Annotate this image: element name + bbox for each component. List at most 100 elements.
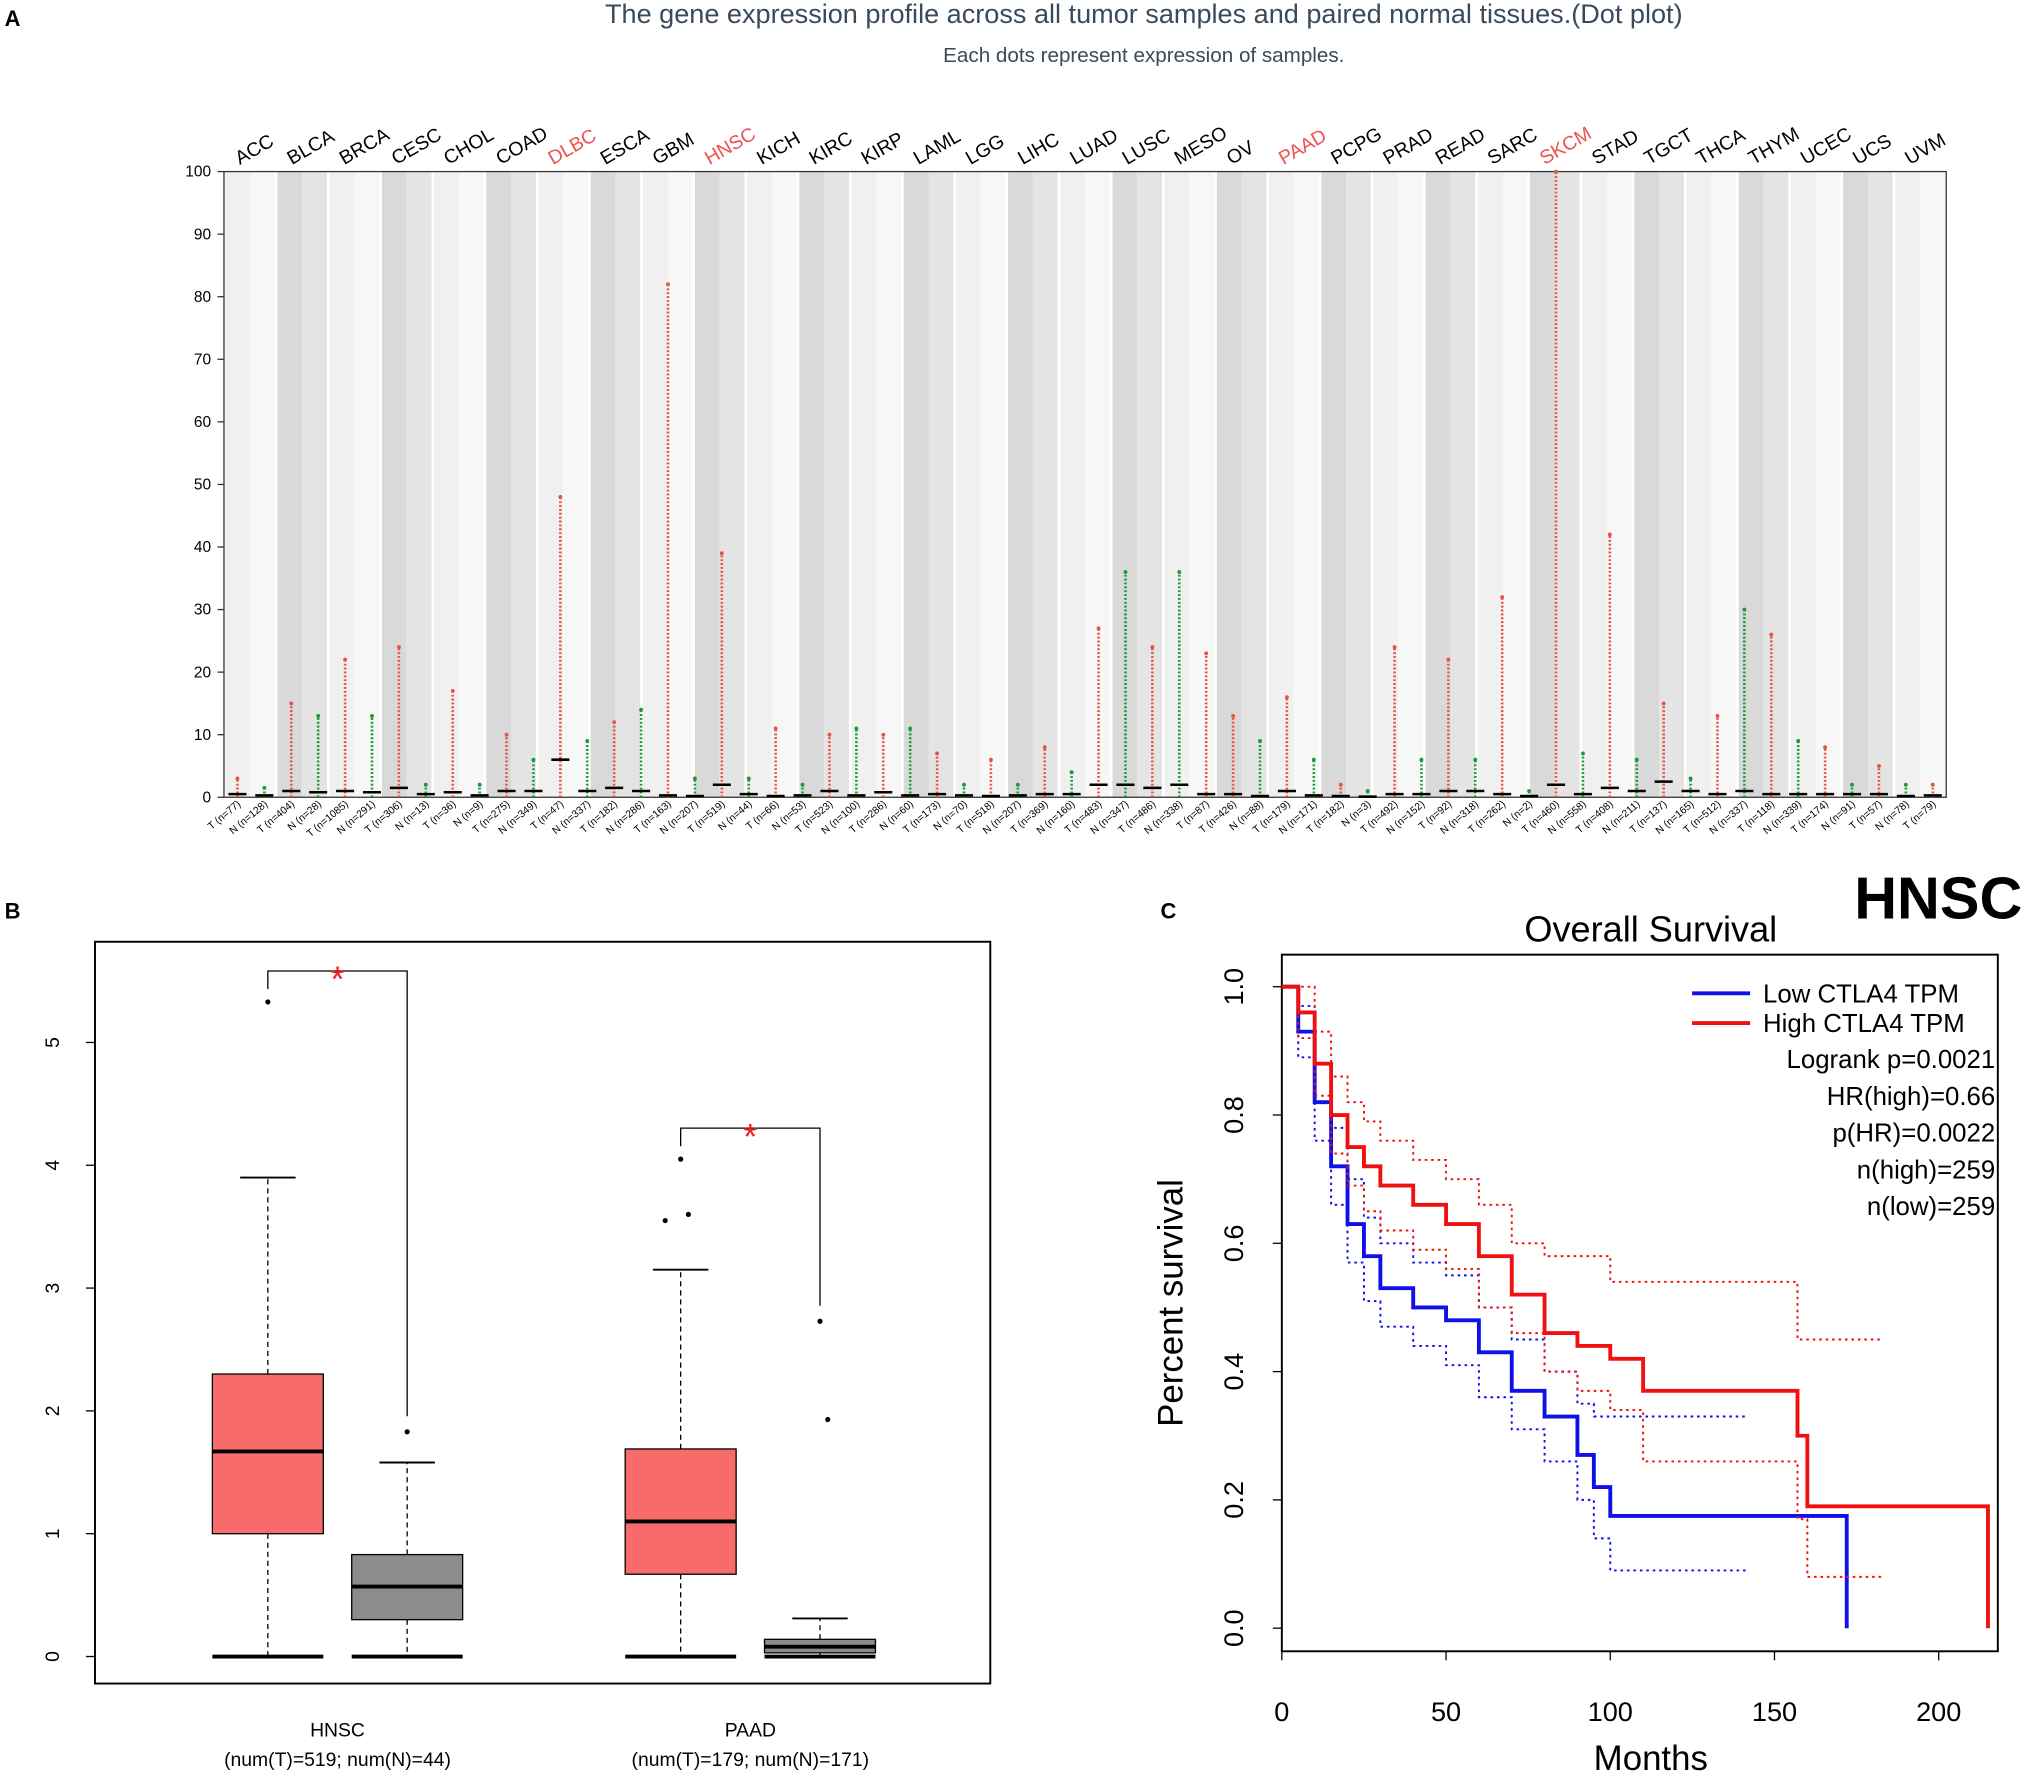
category-band (1867, 171, 1893, 798)
y-tick-label: 1 (42, 1528, 64, 1539)
max-dot (1177, 570, 1182, 574)
y-tick-label: 60 (194, 414, 211, 431)
category-label: COAD (492, 122, 551, 169)
max-dot (1392, 645, 1397, 650)
x-tick-label: 0 (1274, 1696, 1289, 1727)
category-band (1843, 171, 1868, 798)
category-label: DLBC (544, 125, 600, 170)
category-band (511, 171, 536, 798)
category-band (851, 171, 877, 798)
outlier (678, 1156, 684, 1162)
x-axis-label: Months (1594, 1739, 1708, 1778)
confidence-band (1281, 985, 1883, 1578)
max-dot (988, 757, 993, 762)
max-dot (935, 751, 940, 756)
max-dot (1688, 776, 1693, 781)
category-band (354, 171, 380, 798)
y-tick-label: 0 (42, 1651, 64, 1662)
max-dot (1930, 782, 1935, 787)
max-dot (585, 739, 590, 743)
category-band (615, 171, 641, 798)
max-dot (477, 782, 482, 787)
category-label: SKCM (1536, 122, 1595, 169)
category-label: MESO (1171, 122, 1231, 170)
confidence-band (1281, 985, 1749, 1418)
y-tick-label: 90 (194, 226, 211, 243)
x-tick-label: 100 (1588, 1696, 1633, 1727)
category-label: SARC (1484, 124, 1542, 170)
category-label: TGCT (1640, 124, 1697, 169)
category-label: UCEC (1797, 123, 1855, 169)
category-band (1450, 171, 1476, 798)
category-band (406, 171, 432, 798)
category-label: PRAD (1379, 124, 1437, 170)
category-label: KICH (753, 127, 804, 169)
y-tick-label: 30 (194, 602, 211, 619)
category-band (1189, 171, 1215, 798)
max-dot (1661, 701, 1666, 706)
y-tick-label: 50 (194, 477, 211, 494)
max-dot (1150, 645, 1155, 650)
category-band (955, 171, 981, 798)
plot-frame (1280, 953, 1999, 1653)
max-dot (666, 282, 670, 287)
outlier (265, 999, 271, 1005)
category-band (980, 171, 1006, 798)
category-band (1008, 171, 1033, 798)
category-band (1112, 171, 1138, 798)
max-dot (423, 782, 428, 787)
max-dot (1096, 626, 1101, 631)
max-dot (1446, 657, 1451, 662)
max-dot (773, 726, 778, 731)
x-tick-label: PAAD (725, 1719, 776, 1741)
category-band (434, 171, 459, 798)
max-dot (639, 707, 644, 712)
category-label: UVM (1901, 129, 1949, 170)
significance-star: * (330, 959, 344, 1000)
category-band (642, 171, 668, 798)
max-dot (692, 776, 697, 781)
category-label: THCA (1693, 124, 1750, 169)
category-band (1502, 171, 1528, 798)
category-band (903, 171, 929, 798)
category-band (329, 171, 355, 798)
category-band (1164, 171, 1190, 798)
max-dot (1365, 789, 1370, 793)
category-label: LAML (910, 125, 965, 169)
category-band (1373, 171, 1399, 798)
heading: HNSC (1854, 865, 2022, 932)
category-label: PCPG (1327, 123, 1385, 169)
category-band (302, 171, 328, 798)
significance-bracket (267, 970, 408, 1417)
category-label: PAAD (1275, 125, 1330, 170)
max-dot (854, 726, 859, 731)
category-band (1269, 171, 1294, 798)
max-dot (450, 688, 455, 693)
y-tick-label: 4 (42, 1160, 64, 1171)
category-label: LGG (962, 130, 1008, 169)
category-band (824, 171, 849, 798)
max-dot (1015, 782, 1020, 787)
max-dot (1634, 757, 1639, 762)
y-tick-label: 0 (202, 789, 211, 806)
category-band (1060, 171, 1086, 798)
category-band (1085, 171, 1110, 798)
y-tick-label: 0.8 (1218, 1096, 1249, 1134)
category-band (1529, 171, 1555, 798)
category-band (747, 171, 772, 798)
max-dot (1607, 532, 1612, 537)
category-band (1346, 171, 1371, 798)
chart-title: Overall Survival (1524, 909, 1777, 950)
y-tick-label: 70 (194, 351, 211, 368)
category-label: CESC (388, 124, 446, 170)
y-tick-label: 0.0 (1218, 1609, 1249, 1647)
y-tick-label: 1.0 (1218, 968, 1249, 1006)
y-tick-label: 5 (42, 1037, 64, 1048)
max-dot (1258, 739, 1262, 743)
y-tick-label: 2 (42, 1406, 64, 1417)
outlier (825, 1416, 831, 1423)
category-label: LUAD (1066, 125, 1122, 170)
category-band (719, 171, 745, 798)
max-dot (827, 732, 832, 737)
category-band (1895, 171, 1921, 798)
